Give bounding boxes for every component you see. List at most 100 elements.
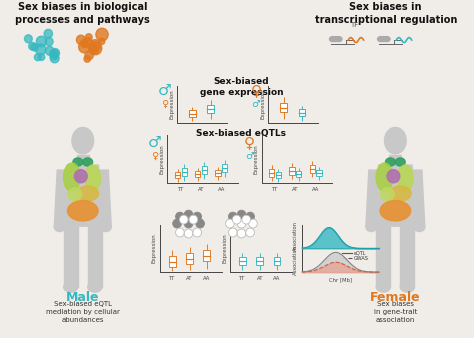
Ellipse shape <box>55 222 65 232</box>
Text: Chr [Mb]: Chr [Mb] <box>329 277 352 282</box>
Text: ♂: ♂ <box>245 151 254 161</box>
Circle shape <box>89 42 102 55</box>
Circle shape <box>237 219 246 228</box>
Ellipse shape <box>83 158 92 166</box>
Text: AT: AT <box>198 187 204 192</box>
Ellipse shape <box>383 37 390 42</box>
Text: Expression: Expression <box>222 234 227 263</box>
Ellipse shape <box>335 37 342 42</box>
Text: AA: AA <box>312 187 319 192</box>
Text: Sex-biased eQTL
mediation by cellular
abundances: Sex-biased eQTL mediation by cellular ab… <box>46 301 120 323</box>
Text: AA: AA <box>273 276 281 281</box>
Bar <box>299 110 305 116</box>
Polygon shape <box>375 165 415 226</box>
Text: Association: Association <box>293 245 298 275</box>
Circle shape <box>36 44 46 55</box>
Text: AA: AA <box>218 187 225 192</box>
Bar <box>195 171 201 177</box>
Circle shape <box>85 51 93 60</box>
Text: Association: Association <box>293 221 298 251</box>
Circle shape <box>35 54 41 61</box>
Bar <box>296 171 301 177</box>
Text: ♀: ♀ <box>161 99 168 108</box>
Ellipse shape <box>100 222 111 232</box>
Ellipse shape <box>380 201 410 221</box>
Circle shape <box>25 35 32 43</box>
Bar <box>88 222 102 287</box>
Circle shape <box>50 49 58 57</box>
Circle shape <box>175 228 184 237</box>
Text: ♂: ♂ <box>252 99 260 108</box>
Circle shape <box>237 229 246 238</box>
Circle shape <box>50 51 58 60</box>
Ellipse shape <box>376 282 391 292</box>
Ellipse shape <box>395 158 405 166</box>
Text: TF: TF <box>350 22 358 28</box>
Text: ♀: ♀ <box>250 83 262 98</box>
Ellipse shape <box>390 186 411 201</box>
Circle shape <box>36 36 46 47</box>
Ellipse shape <box>374 214 417 226</box>
Ellipse shape <box>384 127 406 154</box>
Bar <box>175 172 180 178</box>
Circle shape <box>85 34 92 41</box>
Circle shape <box>226 219 234 228</box>
Bar <box>169 256 175 267</box>
Polygon shape <box>366 170 380 227</box>
Bar <box>186 253 193 264</box>
Ellipse shape <box>381 37 387 42</box>
Ellipse shape <box>77 186 99 201</box>
Ellipse shape <box>64 163 80 191</box>
Circle shape <box>90 40 100 51</box>
Circle shape <box>237 210 246 219</box>
Bar <box>222 164 227 172</box>
Bar <box>289 167 295 175</box>
Circle shape <box>184 210 193 219</box>
Ellipse shape <box>64 282 78 292</box>
Bar <box>376 222 391 287</box>
Ellipse shape <box>376 163 393 191</box>
Text: GWAS: GWAS <box>354 256 369 261</box>
Ellipse shape <box>63 214 102 226</box>
Text: ♀: ♀ <box>151 151 158 161</box>
Text: AT: AT <box>256 276 263 281</box>
Circle shape <box>249 219 257 228</box>
Text: Expression: Expression <box>160 144 164 174</box>
Text: Expression: Expression <box>169 90 174 119</box>
Ellipse shape <box>385 158 395 166</box>
Circle shape <box>28 43 36 50</box>
Bar <box>239 257 246 265</box>
Circle shape <box>45 38 53 46</box>
Text: Expression: Expression <box>254 144 259 174</box>
Bar <box>281 102 287 113</box>
Circle shape <box>96 28 108 41</box>
Ellipse shape <box>72 127 94 154</box>
Circle shape <box>31 44 38 51</box>
Ellipse shape <box>381 188 394 201</box>
Ellipse shape <box>74 170 87 183</box>
Circle shape <box>50 54 59 63</box>
Ellipse shape <box>414 222 425 232</box>
Circle shape <box>184 229 193 238</box>
Circle shape <box>193 228 201 237</box>
Text: AT: AT <box>186 276 193 281</box>
Circle shape <box>79 41 90 53</box>
Text: Sex-biased
gene expression: Sex-biased gene expression <box>200 77 283 97</box>
Circle shape <box>84 55 91 62</box>
Ellipse shape <box>400 282 414 292</box>
Text: ♀: ♀ <box>244 135 255 150</box>
Circle shape <box>228 212 237 221</box>
Bar <box>64 222 78 287</box>
Bar <box>215 170 220 176</box>
Circle shape <box>81 40 88 48</box>
Circle shape <box>246 228 255 237</box>
Ellipse shape <box>387 170 400 183</box>
Circle shape <box>51 49 60 57</box>
Ellipse shape <box>329 37 336 42</box>
Bar <box>269 169 274 177</box>
Bar <box>203 250 210 261</box>
Ellipse shape <box>366 222 377 232</box>
Bar <box>182 168 187 176</box>
Circle shape <box>44 29 53 38</box>
Ellipse shape <box>378 37 384 42</box>
